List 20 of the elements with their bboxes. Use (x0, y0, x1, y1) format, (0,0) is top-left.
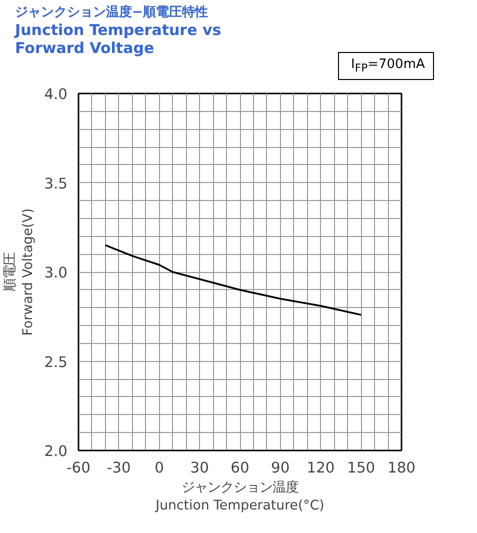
x-tick-label: 60 (230, 460, 250, 476)
text: I$_{FP}$=700mA (338, 52, 434, 80)
x-tick-label: 120 (306, 460, 335, 476)
x-tick-label: 90 (271, 460, 290, 476)
y-tick-label: 3.5 (44, 175, 68, 192)
chart-subtitle: Junction Temperature vs Forward Voltage (15, 21, 222, 57)
y-tick-label: 3.0 (44, 264, 68, 282)
y-tick-label: 2.0 (44, 443, 68, 460)
y-tick-label: 2.5 (44, 354, 68, 371)
y-axis-title: 順電圧 Forward Voltage(V) (3, 208, 36, 336)
line-series (104, 244, 362, 316)
x-tick-label: 180 (388, 460, 416, 476)
x-tick-label: -60 (66, 460, 90, 476)
x-tick-label: -30 (106, 460, 131, 476)
x-tick-label: 30 (190, 460, 209, 476)
chart-title: ジャンクション温度−順電圧特性 (15, 5, 209, 21)
y-tick-label: 4.0 (44, 86, 68, 103)
x-axis-title: ジャンクション温度 Junction Temperature(°C) (154, 480, 324, 514)
x-tick-label: 0 (154, 460, 164, 476)
x-tick-label: 150 (347, 460, 376, 476)
